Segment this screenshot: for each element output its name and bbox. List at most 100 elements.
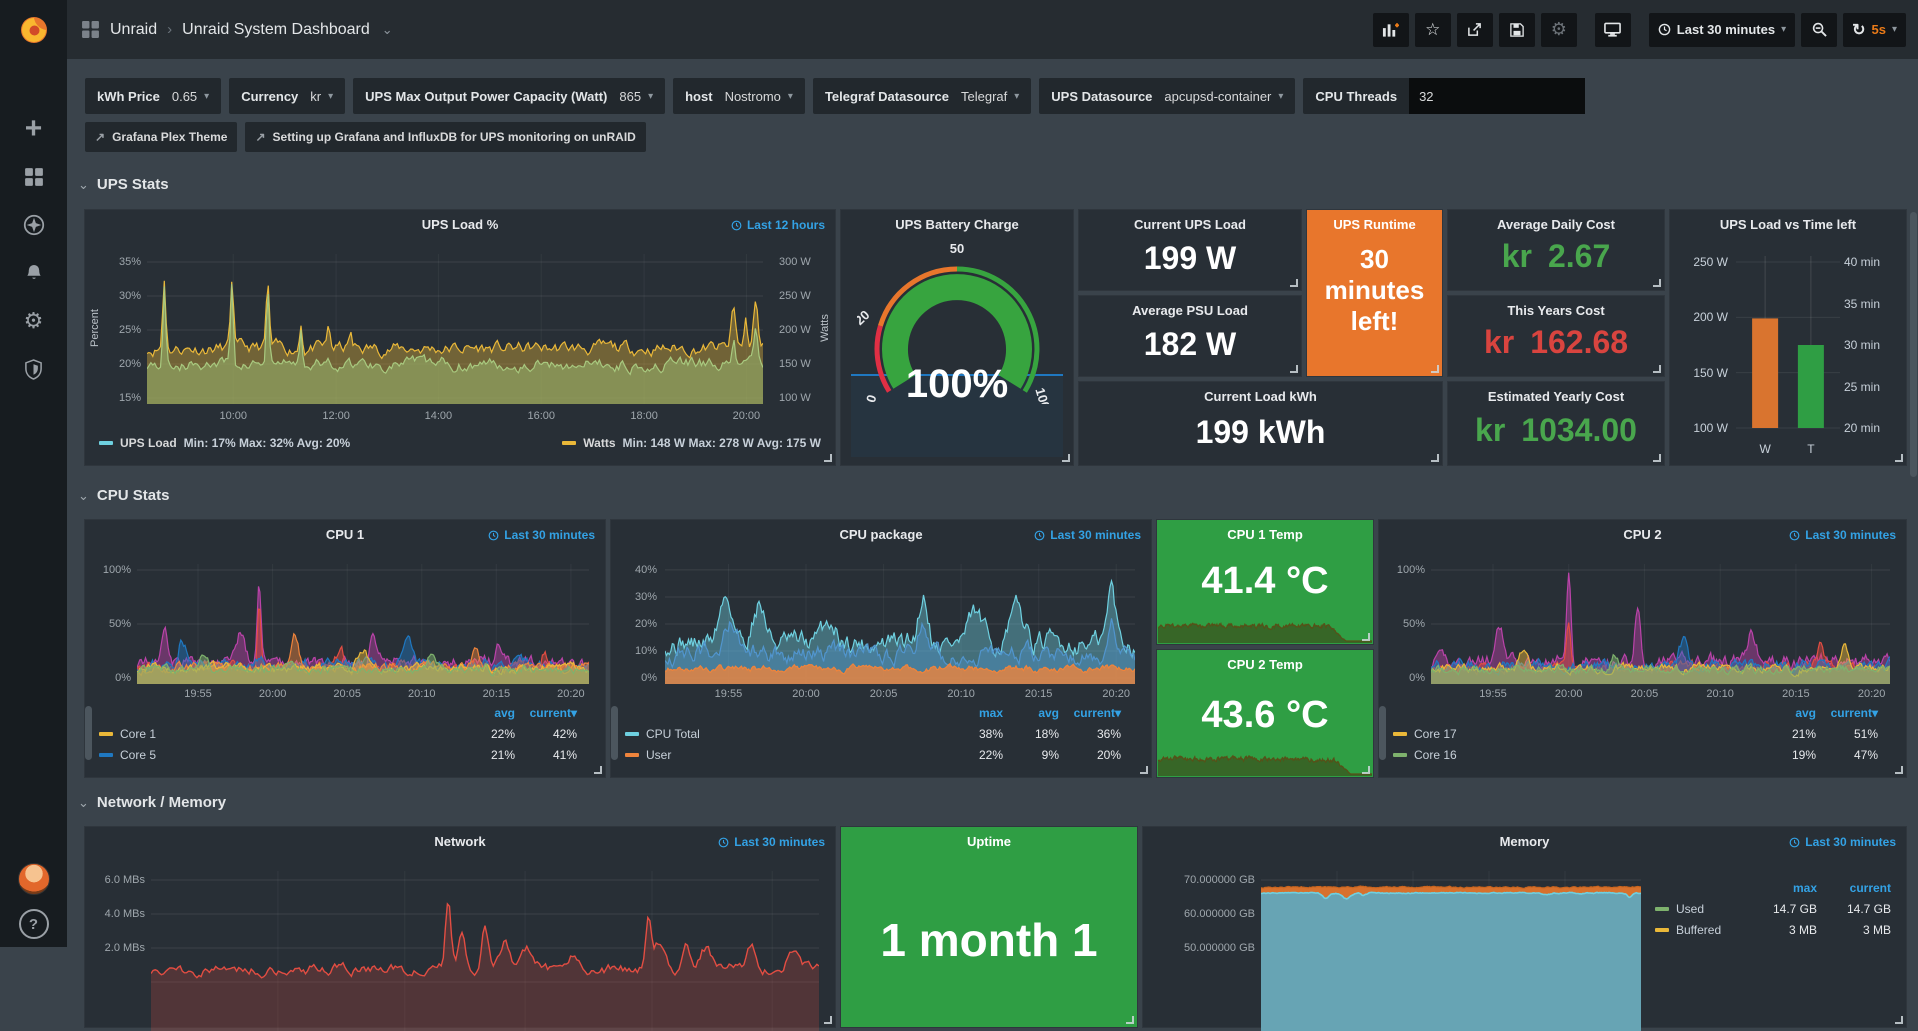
panel-title[interactable]: CPU package	[839, 527, 923, 542]
panel-title[interactable]: Current Load kWh	[1204, 389, 1317, 404]
section-ups-stats[interactable]: ⌄ UPS Stats	[78, 176, 169, 193]
panel-title[interactable]: UPS Load %	[421, 217, 499, 232]
apps-grid-icon[interactable]	[81, 20, 100, 39]
stat-value: 41.4 °C	[1201, 560, 1329, 602]
panel-title[interactable]: CPU 2	[1623, 527, 1662, 542]
panel-ups-battery-charge: UPS Battery Charge 0 20 50 100 100%	[841, 210, 1073, 465]
panel-time-override[interactable]: Last 30 minutes	[1034, 528, 1141, 542]
clock-icon	[1658, 23, 1671, 36]
clock-icon	[1789, 837, 1800, 847]
panel-title[interactable]: CPU 2 Temp	[1227, 657, 1303, 672]
user-avatar[interactable]	[17, 863, 50, 895]
panel-average-psu-load: Average PSU Load 182 W	[1079, 296, 1301, 376]
cpu-package-chart[interactable]	[665, 564, 1135, 684]
kiosk-mode-button[interactable]	[1594, 12, 1631, 47]
legend-item[interactable]: Used	[1655, 902, 1747, 916]
panel-time-override[interactable]: Last 30 minutes	[1789, 835, 1896, 849]
legend-col-header[interactable]: current▾	[1073, 706, 1121, 720]
link-grafana-plex-theme[interactable]: ↗ Grafana Plex Theme	[85, 122, 238, 152]
time-range-button[interactable]: Last 30 minutes ▾	[1648, 12, 1796, 47]
legend-col-header[interactable]: avg	[1795, 706, 1816, 720]
chart-legend: max current Used 14.7 GB 14.7 GB Buffered 3 …	[1655, 881, 1891, 937]
y-axis-left: 6.0 MBs 4.0 MBs 2.0 MBs	[104, 874, 145, 954]
sidebar-item-alerting[interactable]	[0, 249, 67, 297]
legend-item[interactable]: CPU Total	[625, 727, 947, 741]
sidebar-item-explore[interactable]	[0, 201, 67, 249]
chevron-down-icon: ⌄	[78, 487, 89, 503]
legend-col-header[interactable]: max	[978, 706, 1003, 720]
breadcrumb-dashboard[interactable]: Unraid System Dashboard	[182, 20, 370, 38]
panel-time-override[interactable]: Last 30 minutes	[488, 528, 595, 542]
variable-currency[interactable]: Currency kr ▾	[229, 78, 346, 114]
sidebar-item-configuration[interactable]: ⚙	[0, 297, 67, 345]
variable-ups-max-output[interactable]: UPS Max Output Power Capacity (Watt) 865 ▾	[353, 78, 666, 114]
cpu1-chart[interactable]	[137, 564, 589, 684]
legend-scrollbar[interactable]	[1379, 706, 1386, 760]
legend-item[interactable]: Core 5	[99, 748, 457, 762]
save-button[interactable]	[1498, 12, 1535, 47]
bar-chart[interactable]	[1736, 250, 1840, 440]
chevron-down-icon[interactable]: ⌄	[381, 21, 393, 37]
ups-load-chart[interactable]	[147, 254, 763, 404]
legend-col-header[interactable]: current	[1849, 881, 1891, 895]
panel-title[interactable]: Memory	[1499, 834, 1550, 849]
bell-icon	[26, 265, 41, 279]
variable-telegraf-datasource[interactable]: Telegraf Datasource Telegraf ▾	[812, 78, 1032, 114]
variable-host[interactable]: host Nostromo ▾	[673, 78, 805, 114]
panel-title[interactable]: Uptime	[966, 834, 1012, 849]
panel-title[interactable]: CPU 1 Temp	[1227, 527, 1303, 542]
add-panel-button[interactable]	[1372, 12, 1409, 47]
sidebar-item-server-admin[interactable]	[0, 345, 67, 393]
variable-ups-datasource[interactable]: UPS Datasource apcupsd-container ▾	[1039, 78, 1296, 114]
legend-col-header[interactable]: current▾	[1830, 706, 1878, 720]
legend-col-header[interactable]: avg	[494, 706, 515, 720]
legend-scrollbar[interactable]	[85, 706, 92, 760]
legend-item[interactable]: Buffered	[1655, 923, 1747, 937]
panel-title[interactable]: This Years Cost	[1507, 303, 1605, 318]
legend-item[interactable]: UPS Load Min: 17% Max: 32% Avg: 20%	[99, 436, 350, 450]
help-icon[interactable]: ?	[18, 909, 49, 939]
legend-col-header[interactable]: max	[1792, 881, 1817, 895]
panel-time-override[interactable]: Last 12 hours	[731, 218, 825, 232]
variable-kwh-price[interactable]: kWh Price 0.65 ▾	[85, 78, 222, 114]
panel-time-override[interactable]: Last 30 minutes	[1789, 528, 1896, 542]
panel-title[interactable]: Network	[434, 834, 486, 849]
panel-title[interactable]: UPS Load vs Time left	[1719, 217, 1857, 232]
legend-item[interactable]: Watts Min: 148 W Max: 278 W Avg: 175 W	[562, 436, 821, 450]
legend-item[interactable]: User	[625, 748, 947, 762]
legend-col-header[interactable]: avg	[1038, 706, 1059, 720]
panel-title[interactable]: UPS Runtime	[1333, 217, 1416, 232]
add-panel-icon	[1383, 22, 1400, 37]
section-network-memory[interactable]: ⌄ Network / Memory	[78, 794, 227, 811]
cpu-threads-input[interactable]	[1409, 78, 1586, 114]
network-chart[interactable]	[151, 871, 819, 1031]
dashboard-settings-button[interactable]: ⚙	[1540, 12, 1577, 47]
page-scrollbar[interactable]	[1910, 212, 1917, 477]
link-ups-monitoring-guide[interactable]: ↗ Setting up Grafana and InfluxDB for UPS…	[245, 122, 646, 152]
legend-item[interactable]: Core 1	[99, 727, 457, 741]
panel-title[interactable]: Estimated Yearly Cost	[1487, 389, 1625, 404]
panel-title[interactable]: Current UPS Load	[1134, 217, 1246, 232]
panel-title[interactable]: CPU 1	[325, 527, 365, 542]
chart-legend: max avg current▾ CPU Total 38% 18% 36% User 22…	[625, 706, 1121, 762]
legend-col-header[interactable]: current▾	[529, 706, 577, 720]
section-cpu-stats[interactable]: ⌄ CPU Stats	[78, 487, 170, 504]
zoom-out-button[interactable]	[1801, 12, 1838, 47]
legend-swatch	[99, 441, 113, 445]
sidebar-item-dashboards[interactable]	[0, 153, 67, 201]
legend-item[interactable]: Core 16	[1393, 748, 1758, 762]
refresh-button[interactable]: ↻ 5s ▾	[1843, 12, 1906, 47]
panel-title[interactable]: UPS Battery Charge	[895, 217, 1019, 232]
panel-title[interactable]: Average Daily Cost	[1496, 217, 1615, 232]
memory-chart[interactable]	[1261, 871, 1641, 1031]
cpu2-chart[interactable]	[1431, 564, 1890, 684]
breadcrumb-folder[interactable]: Unraid	[110, 20, 158, 38]
panel-time-override[interactable]: Last 30 minutes	[718, 835, 825, 849]
panel-title[interactable]: Average PSU Load	[1132, 303, 1248, 318]
legend-scrollbar[interactable]	[611, 706, 618, 760]
star-button[interactable]: ☆	[1414, 12, 1451, 47]
grafana-logo-icon[interactable]	[0, 0, 67, 59]
legend-item[interactable]: Core 17	[1393, 727, 1758, 741]
share-button[interactable]	[1456, 12, 1493, 47]
create-icon[interactable]: +	[0, 105, 67, 153]
